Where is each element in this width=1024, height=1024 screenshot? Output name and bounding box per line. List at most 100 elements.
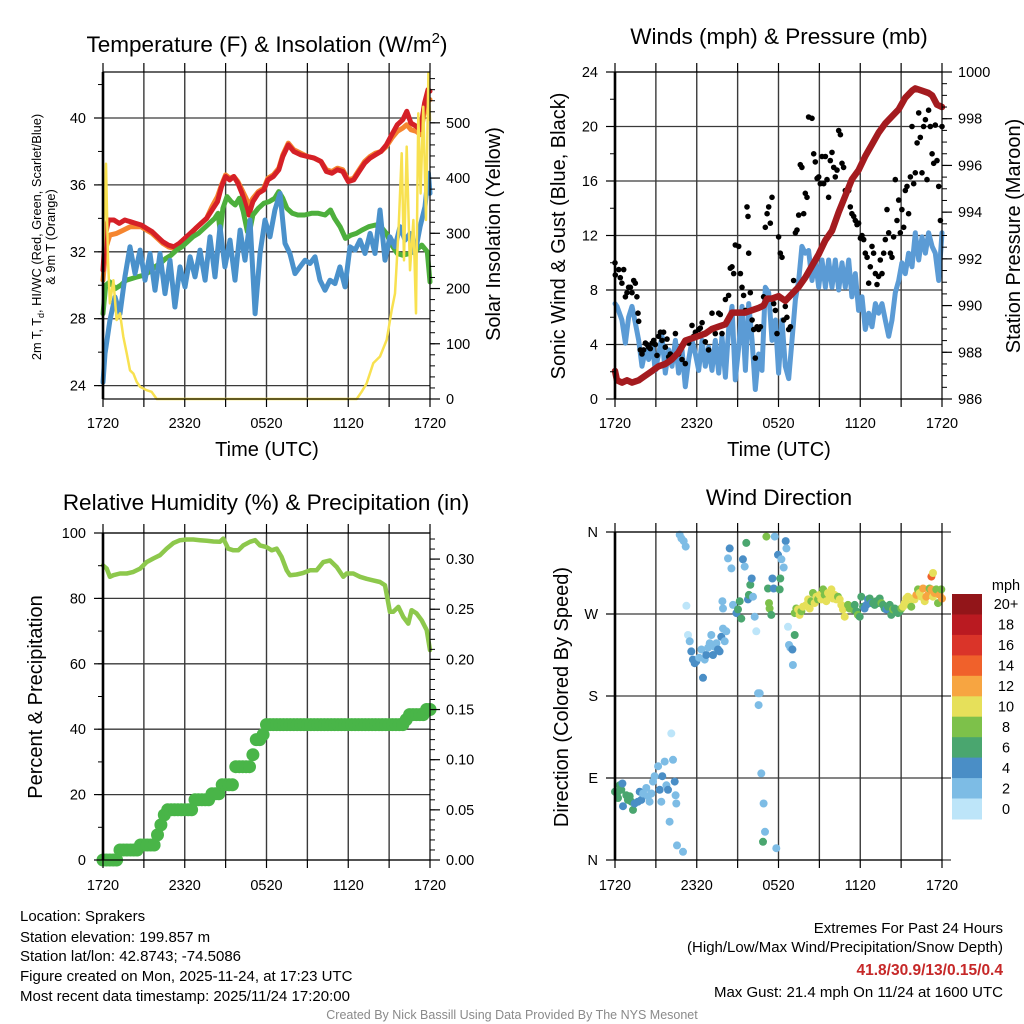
direction-point (682, 601, 691, 610)
gust-point (829, 149, 835, 156)
gust-point (762, 224, 769, 231)
direction-point (919, 584, 928, 593)
gust-point (699, 319, 705, 326)
gust-point (774, 330, 780, 337)
gust-point (840, 164, 847, 171)
gust-point (822, 153, 829, 160)
direction-point (764, 584, 772, 593)
colorbar-label: 8 (1002, 720, 1010, 736)
gust-point (847, 204, 854, 210)
colorbar-label: 2 (1002, 781, 1010, 797)
x-tick-label: 0520 (250, 878, 282, 894)
gust-point (747, 289, 754, 296)
gust-point (925, 107, 932, 113)
gust-point (794, 227, 800, 233)
gust-point (804, 194, 810, 201)
direction-point (657, 797, 666, 806)
y2-tick-label: 0.10 (446, 753, 474, 769)
gust-point (752, 355, 759, 361)
gust-point (934, 157, 940, 164)
x-tick-label: 1720 (87, 416, 119, 432)
direction-point (685, 637, 694, 646)
ylabel-suffix: , HI/WC (Red, Green, Scarlet/Blue) (29, 114, 44, 313)
gust-point (867, 264, 874, 270)
direction-point (727, 564, 736, 573)
direction-point (907, 602, 916, 611)
colorbar-bin (952, 778, 982, 800)
direction-point (775, 585, 784, 594)
series-t2m-line (100, 87, 433, 273)
plot-area: 1720 2320 0520 1120 172024283236400100200300… (62, 63, 990, 894)
gust-point (917, 134, 924, 141)
winds-chart-title: Winds (mph) & Pressure (mb) (630, 24, 928, 49)
direction-point (762, 532, 771, 541)
gust-point (617, 274, 624, 281)
direction-point (781, 537, 790, 546)
direction-chart-title: Wind Direction (706, 485, 852, 510)
gust-point (615, 266, 622, 273)
gust-point (865, 280, 872, 287)
direction-point (779, 563, 788, 572)
direction-point (664, 785, 672, 794)
x-tick-label: 0520 (762, 416, 794, 432)
x-tick-label: 1120 (845, 416, 876, 432)
series-precip-points (96, 703, 437, 867)
data-series (100, 71, 433, 401)
direction-point (722, 627, 731, 636)
direction-point (765, 604, 774, 613)
direction-point (749, 592, 757, 601)
extremes-values: 41.8/30.9/13/0.15/0.4 (856, 962, 1003, 979)
y2-tick-label: 996 (958, 158, 982, 174)
direction-point (673, 841, 681, 850)
gust-point (832, 174, 839, 180)
colorbar-bin (952, 594, 982, 615)
direction-point (709, 651, 717, 659)
gust-point (907, 174, 914, 180)
gust-point (837, 131, 844, 138)
x-tick-label: 0520 (762, 878, 794, 894)
x-tick-label: 1720 (414, 416, 446, 432)
direction-point (740, 562, 749, 571)
y-tick-label: 60 (70, 657, 86, 673)
direction-y-axis-label: Direction (Colored By Speed) (551, 567, 573, 827)
precip-point (256, 728, 270, 742)
gust-point (815, 174, 822, 180)
colorbar-label: 16 (998, 638, 1014, 654)
direction-point (772, 844, 781, 853)
gust-point (894, 217, 900, 224)
gust-point (927, 123, 934, 130)
direction-point (715, 647, 724, 656)
direction-point (759, 837, 767, 846)
recent-data-timestamp: Most recent data timestamp: 2025/11/24 1… (20, 988, 350, 1005)
extremes-summary: Extremes For Past 24 Hours (High/Low/Max… (687, 920, 1003, 1001)
y2-tick-label: 0.15 (446, 703, 474, 719)
latlon-text: Station lat/lon: 42.8743; -74.5086 (20, 948, 241, 965)
y-tick-label: E (588, 771, 598, 787)
direction-point (719, 604, 727, 613)
direction-point (725, 544, 734, 553)
gust-point (769, 194, 775, 201)
gust-point (920, 123, 927, 130)
gust-point (719, 330, 725, 337)
x-tick-label: 1120 (333, 878, 364, 894)
station-info: Location: Sprakers Station elevation: 19… (20, 908, 353, 1005)
gust-point (619, 280, 625, 287)
y-tick-label: 100 (62, 526, 86, 542)
figure-created-text: Figure created on Mon, 2025-11-24, at 17… (20, 968, 353, 985)
direction-point (857, 592, 866, 601)
gust-point (659, 337, 665, 344)
x-tick-label: 1120 (845, 878, 876, 894)
title-text: Temperature (F) & Insolation (W/m (87, 32, 432, 57)
direction-point (655, 785, 664, 794)
temperature-x-axis-label: Time (UTC) (215, 439, 319, 461)
gust-point (910, 180, 917, 187)
series-solar-line (101, 71, 432, 401)
gust-point (735, 243, 742, 250)
colorbar-bin (952, 798, 982, 820)
x-tick-label: 1120 (333, 416, 364, 432)
y2-tick-label: 0.05 (446, 803, 474, 819)
gust-point (787, 324, 794, 330)
gust-point (904, 183, 910, 190)
